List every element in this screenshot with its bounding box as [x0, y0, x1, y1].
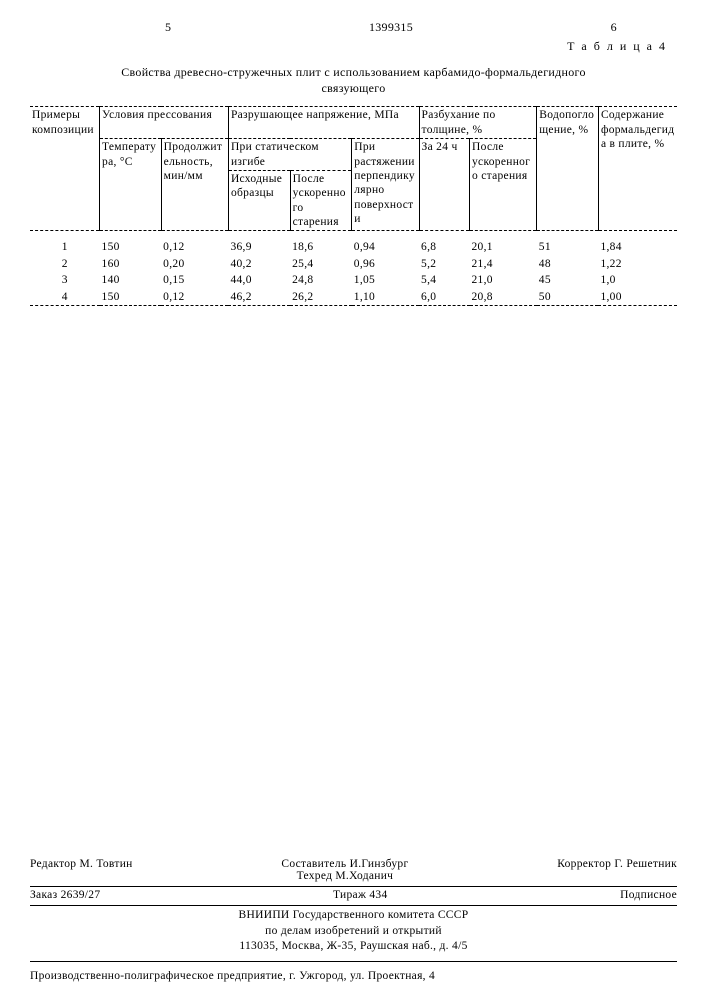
cell: 40,2 [228, 256, 290, 272]
cell: 0,96 [352, 256, 419, 272]
cell: 1 [30, 239, 100, 255]
cell: 21,0 [470, 272, 537, 288]
cell: 150 [100, 289, 162, 306]
cell: 0,12 [161, 289, 228, 306]
th-temp: Температура, °С [100, 139, 162, 231]
corrector: Корректор Г. Решетник [557, 858, 677, 882]
cell: 1,84 [598, 239, 677, 255]
table-row: 31400,1544,024,81,055,421,0451,0 [30, 272, 677, 288]
th-examples: Примеры композиции [30, 107, 100, 231]
th-bend: При статическом изгибе [228, 139, 351, 171]
editor: Редактор М. Товтин [30, 858, 133, 882]
techred: Техред М.Ходанич [297, 870, 394, 882]
cell: 25,4 [290, 256, 352, 272]
pub3: 113035, Москва, Ж-35, Раушская наб., д. … [239, 940, 467, 952]
col-num-right: 6 [611, 20, 617, 35]
cell: 6,0 [419, 289, 469, 306]
th-aged: После ускоренного старения [470, 139, 537, 231]
cell: 1,10 [352, 289, 419, 306]
table-caption: Свойства древесно-стружечных плит с испо… [94, 64, 614, 96]
compiler: Составитель И.Гинзбург [281, 858, 408, 870]
cell: 1,0 [598, 272, 677, 288]
cell: 46,2 [228, 289, 290, 306]
cell: 5,4 [419, 272, 469, 288]
cell: 50 [537, 289, 599, 306]
th-form: Содержание формальдегида в плите, % [598, 107, 677, 231]
pub2: по делам изобретений и открытий [265, 925, 442, 937]
th-stress: Разрушающее напряжение, МПа [228, 107, 419, 139]
cell: 3 [30, 272, 100, 288]
cell: 18,6 [290, 239, 352, 255]
cell: 5,2 [419, 256, 469, 272]
th-orig: Исходные образцы [228, 170, 290, 231]
cell: 140 [100, 272, 162, 288]
cell: 36,9 [228, 239, 290, 255]
cell: 2 [30, 256, 100, 272]
th-after: После ускоренного старения [290, 170, 352, 231]
cell: 45 [537, 272, 599, 288]
cell: 0,20 [161, 256, 228, 272]
table-row: 41500,1246,226,21,106,020,8501,00 [30, 289, 677, 306]
cell: 6,8 [419, 239, 469, 255]
cell: 1,00 [598, 289, 677, 306]
cell: 150 [100, 239, 162, 255]
th-press: Условия прессования [100, 107, 229, 139]
col-num-left: 5 [165, 20, 171, 35]
table-row: 11500,1236,918,60,946,820,1511,84 [30, 239, 677, 255]
cell: 0,12 [161, 239, 228, 255]
data-table: Примеры композиции Условия прессования Р… [30, 106, 677, 308]
th-swell: Разбухание по толщине, % [419, 107, 537, 139]
cell: 20,8 [470, 289, 537, 306]
cell: 160 [100, 256, 162, 272]
order-no: Заказ 2639/27 [30, 889, 100, 901]
cell: 48 [537, 256, 599, 272]
cell: 24,8 [290, 272, 352, 288]
cell: 21,4 [470, 256, 537, 272]
cell: 0,94 [352, 239, 419, 255]
th-water: Водопоглощение, % [537, 107, 599, 231]
cell: 0,15 [161, 272, 228, 288]
table-row: 21600,2040,225,40,965,221,4481,22 [30, 256, 677, 272]
table-label: Т а б л и ц а 4 [30, 39, 677, 54]
footer: Редактор М. Товтин Составитель И.Гинзбур… [30, 856, 677, 982]
th-24h: За 24 ч [419, 139, 469, 231]
cell: 20,1 [470, 239, 537, 255]
pub1: ВНИИПИ Государственного комитета СССР [239, 909, 469, 921]
page-header: 5 1399315 6 [30, 20, 677, 35]
subscr: Подписное [620, 889, 677, 901]
doc-number: 1399315 [369, 20, 413, 35]
th-dur: Продолжительность, мин/мм [161, 139, 228, 231]
cell: 1,22 [598, 256, 677, 272]
cell: 1,05 [352, 272, 419, 288]
cell: 51 [537, 239, 599, 255]
cell: 44,0 [228, 272, 290, 288]
tirazh: Тираж 434 [333, 889, 388, 901]
cell: 26,2 [290, 289, 352, 306]
cell: 4 [30, 289, 100, 306]
th-perp: При растяжении перпендикулярно поверхнос… [352, 139, 419, 231]
printer: Производственно-полиграфическое предприя… [30, 962, 677, 982]
